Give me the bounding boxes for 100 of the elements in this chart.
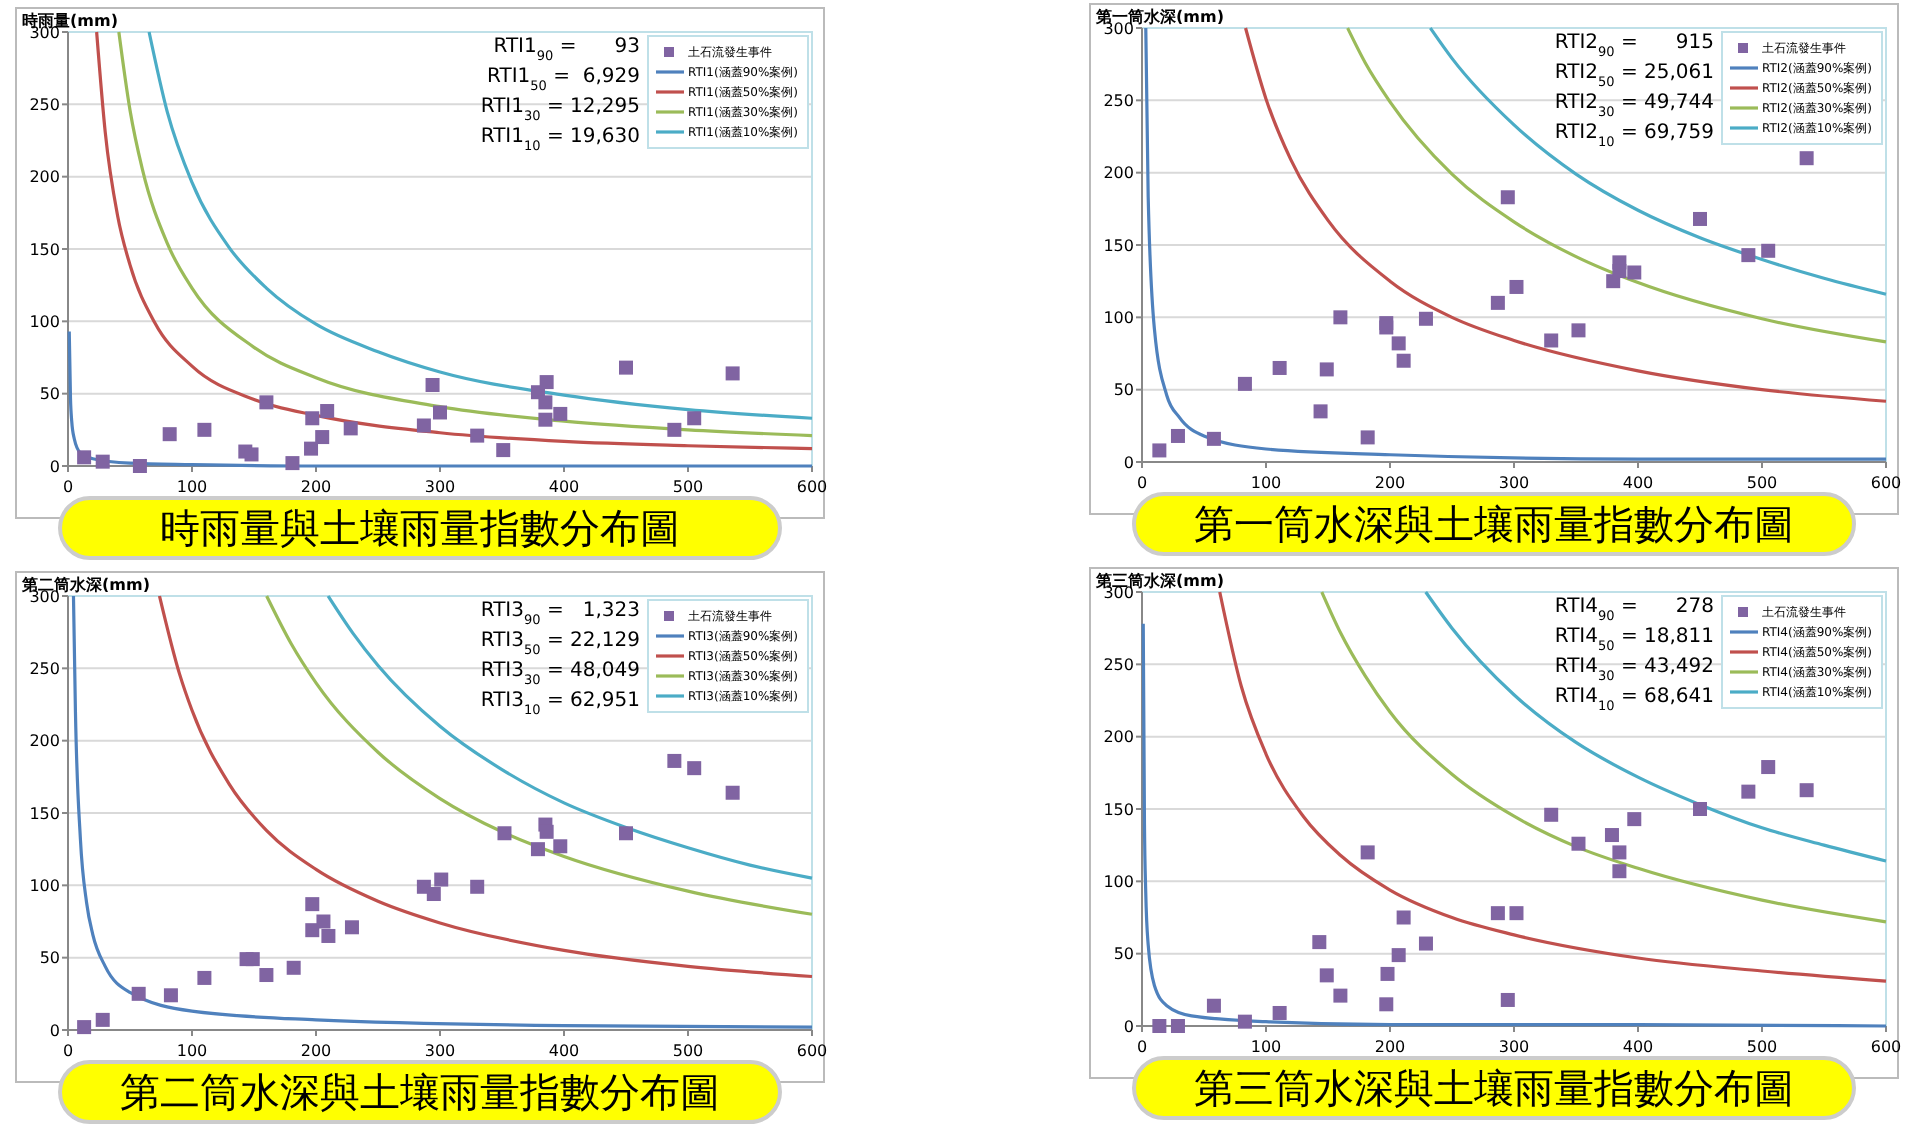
point (667, 422, 682, 437)
y-tick-label: 0 (49, 1021, 60, 1040)
x-tick-label: 400 (1622, 474, 1654, 492)
x-tick-label: 100 (1250, 474, 1282, 492)
y-tick-label: 150 (1103, 236, 1134, 255)
x-tick-label: 400 (548, 1042, 580, 1060)
point (619, 826, 633, 841)
annotation: RTI1$_{50}$ = 6,929 (487, 66, 640, 94)
y-tick-label: 100 (1103, 308, 1134, 327)
annotation: RTI4$_{50}$ = 18,811 (1554, 626, 1714, 654)
point (1544, 333, 1559, 348)
point (1612, 845, 1627, 860)
point (1693, 211, 1707, 226)
x-tick-label: 400 (548, 478, 580, 496)
point (95, 1012, 110, 1027)
point (1391, 336, 1406, 351)
point (316, 914, 331, 929)
point (1237, 376, 1252, 391)
y-tick-label: 150 (29, 240, 60, 259)
x-tick-label: 300 (1498, 474, 1530, 492)
point (425, 377, 440, 392)
point (95, 454, 110, 469)
point (315, 430, 330, 445)
y-tick-label: 100 (1103, 872, 1134, 891)
x-tick-label: 200 (1374, 474, 1406, 492)
annotation: RTI2$_{10}$ = 69,759 (1554, 122, 1714, 150)
x-tick-label: 300 (1498, 1038, 1530, 1056)
point (1333, 988, 1348, 1003)
y-axis-title: 第二筒水深(mm) (20, 576, 150, 594)
point (1272, 1005, 1287, 1020)
annotation: RTI3$_{90}$ = 1,323 (480, 600, 640, 628)
point (434, 872, 449, 887)
y-tick-label: 250 (29, 95, 60, 114)
y-tick-label: 150 (1103, 800, 1134, 819)
point (197, 970, 212, 985)
text: 第三筒水深與土壤雨量指數分布圖 (1194, 1064, 1794, 1113)
y-axis-title: 時雨量(mm) (22, 12, 118, 30)
x-tick-label: 0 (62, 1042, 74, 1060)
point (1360, 430, 1375, 445)
y-tick-label: 50 (39, 949, 60, 968)
point (1741, 784, 1756, 799)
point (1380, 966, 1395, 981)
point (244, 447, 259, 462)
x-tick-label: 600 (1870, 474, 1902, 492)
point (497, 826, 512, 841)
point (1313, 404, 1328, 419)
x-tick-label: 400 (1622, 1038, 1654, 1056)
point (1490, 295, 1505, 310)
x-tick-label: 0 (1136, 1038, 1148, 1056)
point (1272, 360, 1287, 375)
point (1319, 968, 1334, 983)
y-tick-label: 250 (1103, 91, 1134, 110)
point (1509, 906, 1524, 921)
point (1152, 443, 1167, 458)
y-tick-label: 200 (1103, 728, 1134, 747)
x-tick-label: 500 (672, 478, 704, 496)
x-tick-label: 600 (796, 478, 828, 496)
text: 時雨量與土壤雨量指數分布圖 (160, 504, 680, 553)
point (320, 404, 335, 419)
point (725, 785, 740, 800)
point (470, 879, 485, 894)
annotation: RTI1$_{30}$ = 12,295 (480, 96, 640, 124)
point (1741, 248, 1756, 263)
y-tick-label: 100 (29, 312, 60, 331)
line-series (1243, 26, 1888, 403)
point (1799, 151, 1814, 166)
point (304, 441, 319, 456)
y-tick-label: 0 (1123, 1017, 1134, 1036)
point (426, 887, 441, 902)
line-series (326, 594, 814, 880)
y-tick-label: 150 (29, 804, 60, 823)
point (1627, 265, 1642, 280)
point (1509, 279, 1524, 294)
annotation: RTI1$_{10}$ = 19,630 (480, 126, 640, 154)
point (344, 920, 359, 935)
point (77, 450, 92, 465)
x-tick-label: 100 (176, 1042, 208, 1060)
annotation: RTI2$_{50}$ = 25,061 (1554, 62, 1714, 90)
point (132, 459, 147, 473)
line-series (1424, 590, 1888, 863)
annotation: RTI4$_{90}$ = 278 (1554, 596, 1714, 624)
point (1604, 828, 1619, 843)
x-tick-label: 500 (672, 1042, 704, 1060)
point (1500, 992, 1515, 1007)
point (539, 375, 554, 390)
point (539, 824, 554, 839)
point (131, 986, 146, 1001)
x-tick-label: 500 (1746, 474, 1778, 492)
x-tick-label: 300 (424, 1042, 456, 1060)
y-tick-label: 0 (1123, 453, 1134, 472)
annotation: RTI3$_{10}$ = 62,951 (480, 690, 640, 718)
line-series (265, 594, 814, 916)
x-tick-label: 600 (1870, 1038, 1902, 1056)
point (530, 842, 545, 857)
point (1799, 783, 1814, 798)
point (305, 897, 320, 912)
point (1391, 948, 1406, 963)
x-tick-label: 300 (424, 478, 456, 496)
point (687, 411, 702, 426)
x-tick-label: 0 (62, 478, 74, 496)
